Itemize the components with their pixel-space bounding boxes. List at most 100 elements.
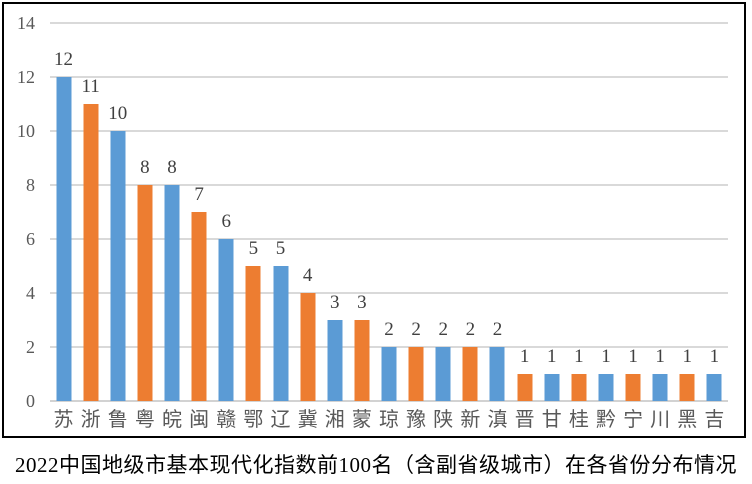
bar-冀 — [300, 293, 316, 401]
bar-slot: 1 — [592, 23, 619, 401]
x-axis-category-label: 辽 — [270, 409, 291, 431]
bar-苏 — [56, 77, 72, 401]
bar-value-label: 1 — [574, 346, 584, 367]
bar-value-label: 2 — [465, 319, 476, 340]
bar-value-label: 1 — [628, 346, 638, 367]
x-axis-category-label: 宁 — [623, 409, 644, 431]
y-axis-tick-label: 2 — [26, 337, 35, 357]
bar-皖 — [164, 185, 180, 401]
bar-value-label: 12 — [54, 49, 74, 70]
x-axis-category-label: 苏 — [53, 409, 74, 431]
bar-value-label: 4 — [302, 265, 313, 286]
chart-title: 2022中国地级市基本现代化指数前100名（含副省级城市）在各省份分布情况 — [15, 453, 737, 477]
bar-slot: 2 — [403, 23, 430, 401]
bar-value-label: 6 — [221, 211, 232, 232]
bar-slot: 7 — [186, 23, 213, 401]
x-axis-category-label: 吉 — [704, 409, 725, 431]
bar-豫 — [408, 347, 424, 401]
bar-粤 — [137, 185, 153, 401]
x-axis-line — [50, 400, 728, 402]
plot-area: 12 11 10 8 8 7 6 5 5 4 3 3 2 2 2 2 2 1 1 1 1 1 1 1 1 — [50, 22, 728, 402]
bar-value-label: 2 — [492, 319, 503, 340]
bar-蒙 — [354, 320, 370, 401]
y-axis-tick-label: 14 — [17, 13, 35, 33]
y-axis-tick-label: 12 — [17, 67, 35, 87]
bar-value-label: 5 — [275, 238, 286, 259]
bar-slot: 1 — [511, 23, 538, 401]
y-axis-tick-label: 6 — [26, 229, 35, 249]
x-axis-category-label: 鄂 — [243, 409, 264, 431]
bar-赣 — [218, 239, 234, 401]
bar-辽 — [273, 266, 288, 401]
bar-value-label: 2 — [411, 319, 421, 340]
bar-川 — [652, 374, 668, 401]
x-axis-category-label: 新 — [460, 409, 481, 431]
bar-滇 — [489, 347, 505, 401]
bar-鄂 — [245, 266, 261, 401]
bar-slot: 2 — [484, 23, 511, 401]
x-axis-category-label: 豫 — [406, 409, 427, 431]
bar-slot: 12 — [50, 23, 77, 401]
x-axis-category-label: 滇 — [487, 409, 508, 431]
bar-琼 — [381, 347, 397, 401]
bar-slot: 4 — [294, 23, 321, 401]
y-axis-tick-label: 0 — [26, 391, 35, 411]
bar-value-label: 1 — [682, 346, 693, 367]
bar-晋 — [517, 374, 533, 401]
y-axis-tick-label: 10 — [17, 121, 35, 141]
bar-slot: 1 — [620, 23, 647, 401]
bar-value-label: 1 — [709, 346, 720, 367]
bar-slot: 3 — [321, 23, 348, 401]
bar-slot: 2 — [430, 23, 457, 401]
bar-value-label: 3 — [357, 292, 367, 313]
bar-value-label: 1 — [655, 346, 665, 367]
gridline — [50, 292, 728, 294]
x-axis-category-label: 琼 — [378, 409, 399, 431]
bar-吉 — [706, 374, 722, 401]
bar-value-label: 1 — [519, 346, 530, 367]
x-axis-category-label: 湘 — [324, 409, 345, 431]
x-axis-category-label: 甘 — [541, 409, 562, 431]
bar-slot: 5 — [267, 23, 294, 401]
x-axis-category-label: 闽 — [189, 409, 210, 431]
x-axis-category-label: 鲁 — [107, 409, 128, 431]
bar-陕 — [435, 347, 451, 401]
bar-value-label: 2 — [438, 319, 448, 340]
bar-slot: 8 — [158, 23, 185, 401]
bar-slot: 6 — [213, 23, 240, 401]
bar-闽 — [191, 212, 207, 401]
x-axis-category-label: 赣 — [216, 409, 237, 431]
bar-slot: 11 — [77, 23, 104, 401]
y-axis-tick-label: 4 — [26, 283, 35, 303]
bar-value-label: 10 — [108, 103, 128, 124]
bar-浙 — [83, 104, 99, 401]
bar-slot: 2 — [457, 23, 484, 401]
x-axis-category-label: 桂 — [568, 409, 589, 431]
bar-value-label: 8 — [167, 157, 177, 178]
x-axis-category-label: 浙 — [80, 409, 101, 431]
bar-黔 — [598, 374, 614, 401]
bar-value-label: 1 — [601, 346, 611, 367]
x-axis-category-label: 黑 — [677, 409, 698, 431]
bar-slot: 8 — [131, 23, 158, 401]
x-axis-category-label: 粤 — [134, 409, 155, 431]
bar-value-label: 7 — [194, 184, 204, 205]
x-axis-category-label: 川 — [650, 409, 671, 431]
bar-slot: 2 — [375, 23, 402, 401]
gridline — [50, 130, 728, 132]
bar-slot: 1 — [701, 23, 728, 401]
bar-slot: 5 — [240, 23, 267, 401]
bar-湘 — [327, 320, 343, 401]
x-axis-category-label: 冀 — [297, 409, 318, 431]
bar-value-label: 8 — [140, 157, 150, 178]
gridline — [50, 76, 728, 78]
bar-slot: 3 — [348, 23, 375, 401]
bar-slot: 10 — [104, 23, 131, 401]
bar-value-label: 11 — [81, 76, 100, 97]
bar-桂 — [571, 374, 587, 401]
gridline — [50, 184, 728, 186]
bar-value-label: 5 — [248, 238, 259, 259]
bar-甘 — [544, 374, 560, 401]
bar-value-label: 1 — [546, 346, 557, 367]
chart-frame: 0 2 4 6 8 10 12 14 12 11 10 8 8 7 6 5 5 4 3 3 2 2 2 2 2 1 1 1 1 1 1 1 1… — [2, 2, 746, 438]
